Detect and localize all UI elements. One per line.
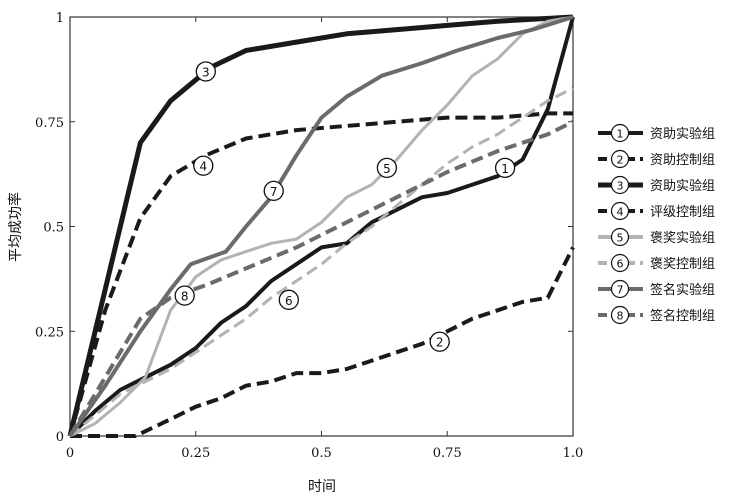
legend-number: 5 — [617, 232, 624, 245]
x-tick-label: 0.75 — [433, 446, 462, 461]
legend-label: 褒奖控制组 — [650, 257, 715, 272]
legend-number-badge — [610, 149, 630, 169]
legend-number: 6 — [617, 258, 624, 271]
series-line-2 — [70, 246, 575, 438]
legend-label: 资助实验组 — [650, 178, 715, 194]
series-marker-label: 5 — [383, 162, 391, 176]
x-tick-label: 1.0 — [563, 446, 584, 461]
series-marker-label: 7 — [270, 185, 278, 199]
legend-number-badge — [610, 253, 630, 273]
legend-number-badge — [610, 175, 630, 195]
series-marker-label: 2 — [436, 336, 444, 350]
x-tick-label: 0.5 — [311, 446, 332, 461]
x-axis-title: 时间 — [308, 479, 336, 495]
legend-label: 签名控制组 — [650, 308, 715, 324]
series-line-1 — [68, 16, 575, 438]
legend-number: 4 — [617, 206, 624, 219]
legend-item-8: 8 签名控制组 — [598, 305, 715, 325]
legend-number: 1 — [617, 128, 624, 141]
axis-ticks: 0 0.25 0.5 0.75 1.0 0 0.25 0.5 0.75 1 — [35, 11, 583, 461]
y-tick-label: 0.5 — [43, 221, 64, 236]
series-marker-1 — [494, 157, 516, 178]
legend-item-1: 1 资助实验组 — [598, 123, 715, 143]
legend-number-badge — [610, 279, 630, 299]
y-tick-label: 0.25 — [35, 325, 64, 340]
legend-label: 褒奖实验组 — [650, 230, 715, 246]
x-tick-label: 0.25 — [181, 446, 210, 461]
legend-item-6: 6 褒奖控制组 — [598, 253, 715, 273]
legend-item-7: 7 签名实验组 — [598, 279, 715, 299]
series-line-8 — [68, 120, 574, 438]
legend-number-badge — [610, 227, 630, 247]
series-marker-3 — [195, 61, 216, 82]
series-line-3 — [67, 14, 574, 437]
series-line-5 — [69, 15, 574, 438]
legend-item-4: 4 评级控制组 — [598, 201, 715, 221]
legend-number-badge — [610, 305, 630, 325]
legend-label: 签名实验组 — [650, 282, 715, 298]
series-marker-4 — [193, 155, 214, 176]
series-markers: 1 2 3 4 5 6 7 8 — [174, 61, 516, 352]
y-tick-label: 0 — [56, 430, 64, 445]
legend-label: 评级控制组 — [650, 205, 715, 220]
x-tick-label: 0 — [66, 446, 74, 461]
series-line-4 — [68, 111, 573, 437]
legend-number: 2 — [617, 154, 624, 167]
series-marker-8 — [174, 285, 195, 306]
series-marker-5 — [376, 157, 398, 178]
legend-number: 8 — [617, 310, 624, 323]
legend-label: 资助实验组 — [650, 126, 715, 142]
legend-number-badge — [610, 123, 630, 143]
y-axis-title: 平均成功率 — [7, 192, 24, 262]
legend-item-5: 5 褒奖实验组 — [598, 227, 715, 247]
legend-number: 3 — [617, 180, 624, 193]
legend: 1 资助实验组 2 资助控制组 3 资助实验组 4 评级控制组 5 褒奖实验组 6 褒奖控制组 7 签名实… — [598, 123, 715, 325]
y-tick-label: 0.75 — [35, 116, 64, 131]
series-marker-label: 4 — [199, 160, 207, 174]
series-marker-2 — [429, 331, 450, 352]
series-marker-label: 3 — [202, 65, 210, 79]
legend-label: 资助控制组 — [650, 153, 715, 168]
y-tick-label: 1 — [56, 11, 64, 26]
plot-area: 0 0.25 0.5 0.75 1.0 0 0.25 0.5 0.75 1 1 2 3 4 5 6 7 8 — [35, 11, 583, 461]
series-layer — [67, 14, 575, 438]
series-marker-6 — [278, 289, 299, 310]
legend-number: 7 — [617, 284, 624, 297]
legend-number-badge — [610, 201, 630, 221]
legend-item-3: 3 资助实验组 — [598, 175, 715, 195]
series-marker-label: 8 — [181, 290, 189, 304]
series-marker-7 — [263, 180, 284, 202]
series-marker-label: 6 — [285, 294, 293, 308]
series-line-6 — [69, 86, 574, 438]
legend-item-2: 2 资助控制组 — [598, 149, 715, 169]
series-marker-label: 1 — [501, 162, 509, 176]
